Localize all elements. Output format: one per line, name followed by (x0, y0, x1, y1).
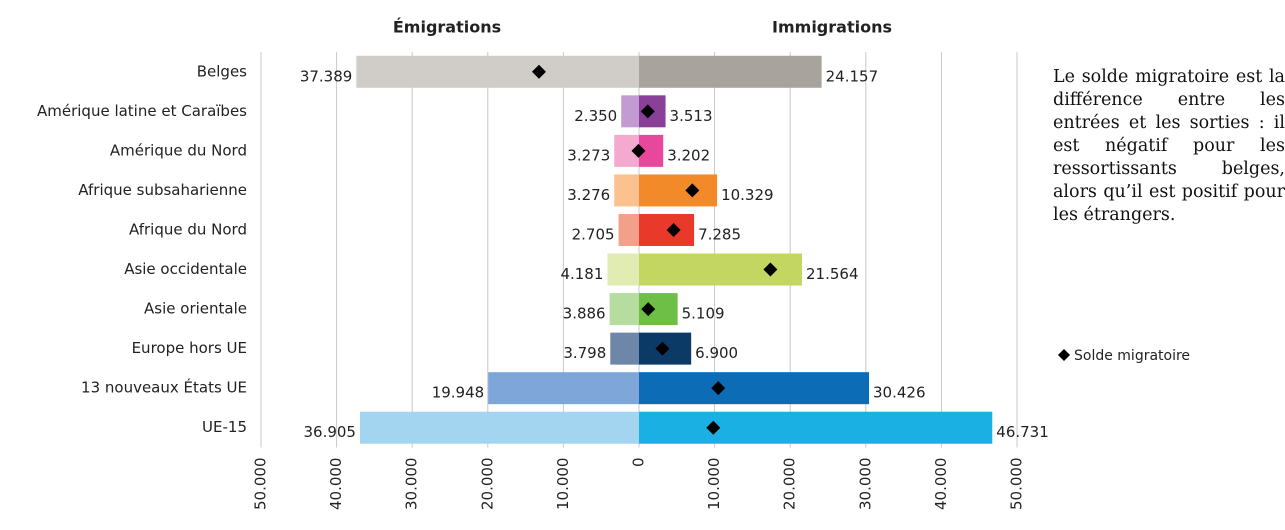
value-label: 19.948 (432, 384, 485, 402)
bar (356, 55, 639, 88)
solde-marker (711, 381, 726, 396)
solde-marker (640, 104, 655, 119)
bar (639, 55, 822, 88)
bar (621, 95, 639, 128)
solde-marker (655, 341, 670, 356)
value-label: 3.798 (563, 344, 606, 362)
legend-marker (1058, 349, 1070, 361)
x-tick-label: 30.000 (403, 458, 421, 511)
value-label: 3.886 (563, 305, 606, 323)
value-label: 7.285 (698, 225, 741, 243)
solde-marker (531, 64, 546, 79)
bar (607, 253, 639, 286)
category-label: Amérique latine et Caraïbes (37, 102, 247, 120)
bar (639, 253, 803, 286)
value-label: 4.181 (560, 265, 603, 283)
category-label: Belges (197, 62, 247, 80)
value-label: 3.276 (567, 186, 610, 204)
category-label: Amérique du Nord (110, 141, 247, 159)
x-tick-label: 50.000 (252, 458, 270, 511)
solde-marker (666, 222, 681, 237)
value-label: 6.900 (695, 344, 738, 362)
value-label: 3.273 (567, 146, 610, 164)
x-tick-label: 30.000 (856, 458, 874, 511)
value-label: 2.350 (574, 107, 617, 125)
series-title: Émigrations (393, 18, 501, 37)
bar (488, 372, 639, 405)
category-label: Europe hors UE (132, 339, 247, 357)
value-label: 46.731 (996, 423, 1049, 441)
bar (639, 411, 993, 444)
category-label: Asie orientale (144, 300, 247, 318)
category-label: Afrique subsaharienne (78, 181, 247, 199)
value-label: 5.109 (682, 305, 725, 323)
x-tick-label: 50.000 (1008, 458, 1026, 511)
bar (639, 372, 870, 405)
category-label: 13 nouveaux États UE (81, 378, 247, 397)
solde-marker (641, 302, 656, 317)
category-label: Afrique du Nord (129, 220, 247, 238)
solde-marker (706, 420, 721, 435)
bar (359, 411, 639, 444)
value-label: 37.389 (300, 67, 353, 85)
x-tick-label: 20.000 (478, 458, 496, 511)
bar (639, 213, 695, 246)
x-tick-label: 40.000 (932, 458, 950, 511)
x-tick-label: 10.000 (554, 458, 572, 511)
solde-marker (763, 262, 778, 277)
value-label: 10.329 (721, 186, 774, 204)
series-title: Immigrations (772, 18, 892, 37)
x-tick-label: 20.000 (781, 458, 799, 511)
value-label: 3.513 (670, 107, 713, 125)
x-tick-label: 10.000 (705, 458, 723, 511)
bar (610, 332, 639, 365)
value-label: 24.157 (826, 67, 879, 85)
solde-marker (685, 183, 700, 198)
value-label: 36.905 (303, 423, 356, 441)
category-label: UE-15 (202, 418, 247, 436)
value-label: 2.705 (572, 225, 615, 243)
x-tick-label: 40.000 (327, 458, 345, 511)
value-label: 30.426 (873, 384, 926, 402)
bar (609, 293, 639, 326)
solde-marker (631, 143, 646, 158)
value-label: 21.564 (806, 265, 859, 283)
value-label: 3.202 (667, 146, 710, 164)
category-label: Asie occidentale (124, 260, 247, 278)
bar (639, 174, 718, 207)
annotation: Le solde migratoire est la différence en… (1053, 67, 1285, 225)
bar (614, 174, 639, 207)
x-tick-label: 0 (630, 458, 648, 468)
legend-label: Solde migratoire (1074, 348, 1190, 364)
bar (618, 213, 639, 246)
